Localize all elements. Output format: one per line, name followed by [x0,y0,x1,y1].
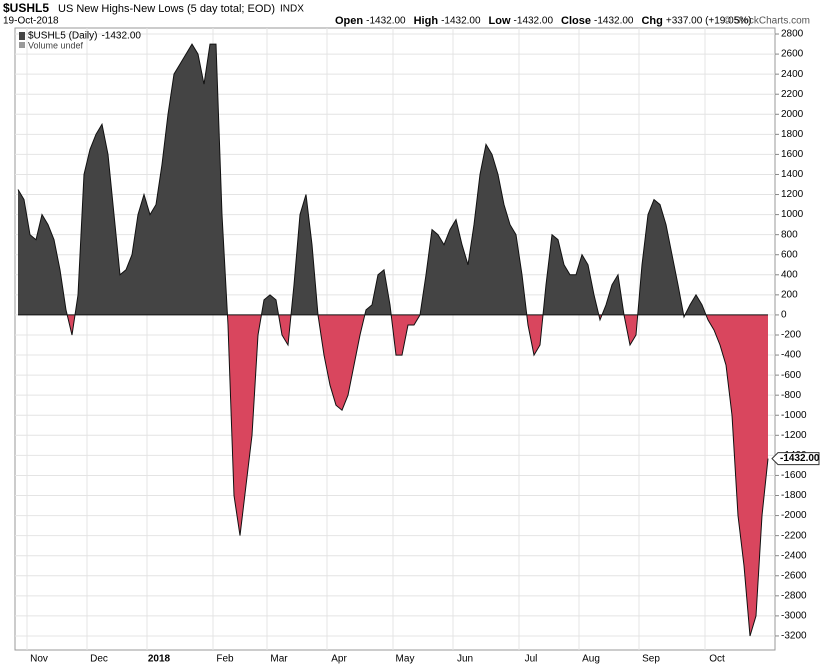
volume-note: Volume undef [28,40,84,50]
quote-label: High [414,15,439,27]
y-tick-label: 1400 [781,169,804,180]
y-tick-label: -200 [781,330,801,341]
y-tick-label: -600 [781,370,801,381]
y-tick-label: 2800 [781,29,804,40]
y-tick-label: -1600 [781,470,807,481]
x-tick-label: Aug [582,654,600,665]
y-tick-label: -3200 [781,631,807,642]
y-tick-label: -2600 [781,570,807,581]
volume-swatch [19,42,25,48]
y-tick-label: 1200 [781,189,804,200]
y-tick-label: 1000 [781,209,804,220]
x-tick-label: Feb [216,654,234,665]
y-tick-label: -800 [781,390,801,401]
x-tick-label: Sep [642,654,660,665]
y-tick-label: 800 [781,229,798,240]
x-tick-label: 2018 [148,654,171,665]
y-tick-label: 2200 [781,89,804,100]
y-tick-label: -3000 [781,611,807,622]
y-tick-label: -2400 [781,550,807,561]
quote-value: -1432.00 [366,16,406,27]
y-tick-label: -2000 [781,510,807,521]
y-tick-label: 400 [781,269,798,280]
quote-value: +337.00 (+19.05%) [666,16,752,27]
x-tick-label: Apr [331,654,347,665]
chart-title: $USHL5 [3,1,49,15]
y-tick-label: -2200 [781,530,807,541]
quote-value: -1432.00 [441,16,481,27]
y-tick-label: -400 [781,350,801,361]
watermark: © StockCharts.com [724,16,810,27]
date: 19-Oct-2018 [3,16,59,27]
y-tick-label: -1000 [781,410,807,421]
last-value-tag [771,452,820,466]
x-tick-label: Jun [457,654,473,665]
x-tick-label: Oct [709,654,725,665]
exchange: INDX [280,4,304,15]
quote-label: Open [335,15,363,27]
chart-subtitle: US New Highs-New Lows (5 day total; EOD) [58,3,275,15]
x-tick-label: Dec [90,654,108,665]
x-tick-label: Nov [30,654,48,665]
quote-label: Close [561,15,591,27]
quote-label: Low [489,15,511,27]
quote-value: -1432.00 [514,16,554,27]
last-value-label: -1432.00 [780,453,820,464]
area-positive [18,44,707,315]
y-tick-label: -2800 [781,590,807,601]
y-tick-label: 0 [781,310,787,321]
plot-frame [14,27,776,651]
quote-label: Chg [641,15,662,27]
y-tick-label: -1200 [781,430,807,441]
y-tick-label: 2000 [781,109,804,120]
y-tick-label: 1800 [781,129,804,140]
y-tick-label: 2400 [781,69,804,80]
line [17,43,769,637]
x-tick-label: Mar [270,654,288,665]
y-tick-label: -1800 [781,490,807,501]
legend-value: -1432.00 [101,31,141,42]
y-tick-label: 1600 [781,149,804,160]
y-tick-label: 600 [781,249,798,260]
legend-swatch [19,32,25,40]
quote-value: -1432.00 [594,16,634,27]
y-tick-label: 2600 [781,49,804,60]
legend-name: $USHL5 (Daily) [28,31,97,42]
x-tick-label: Jul [525,654,538,665]
y-tick-label: 200 [781,289,798,300]
x-tick-label: May [396,654,415,665]
